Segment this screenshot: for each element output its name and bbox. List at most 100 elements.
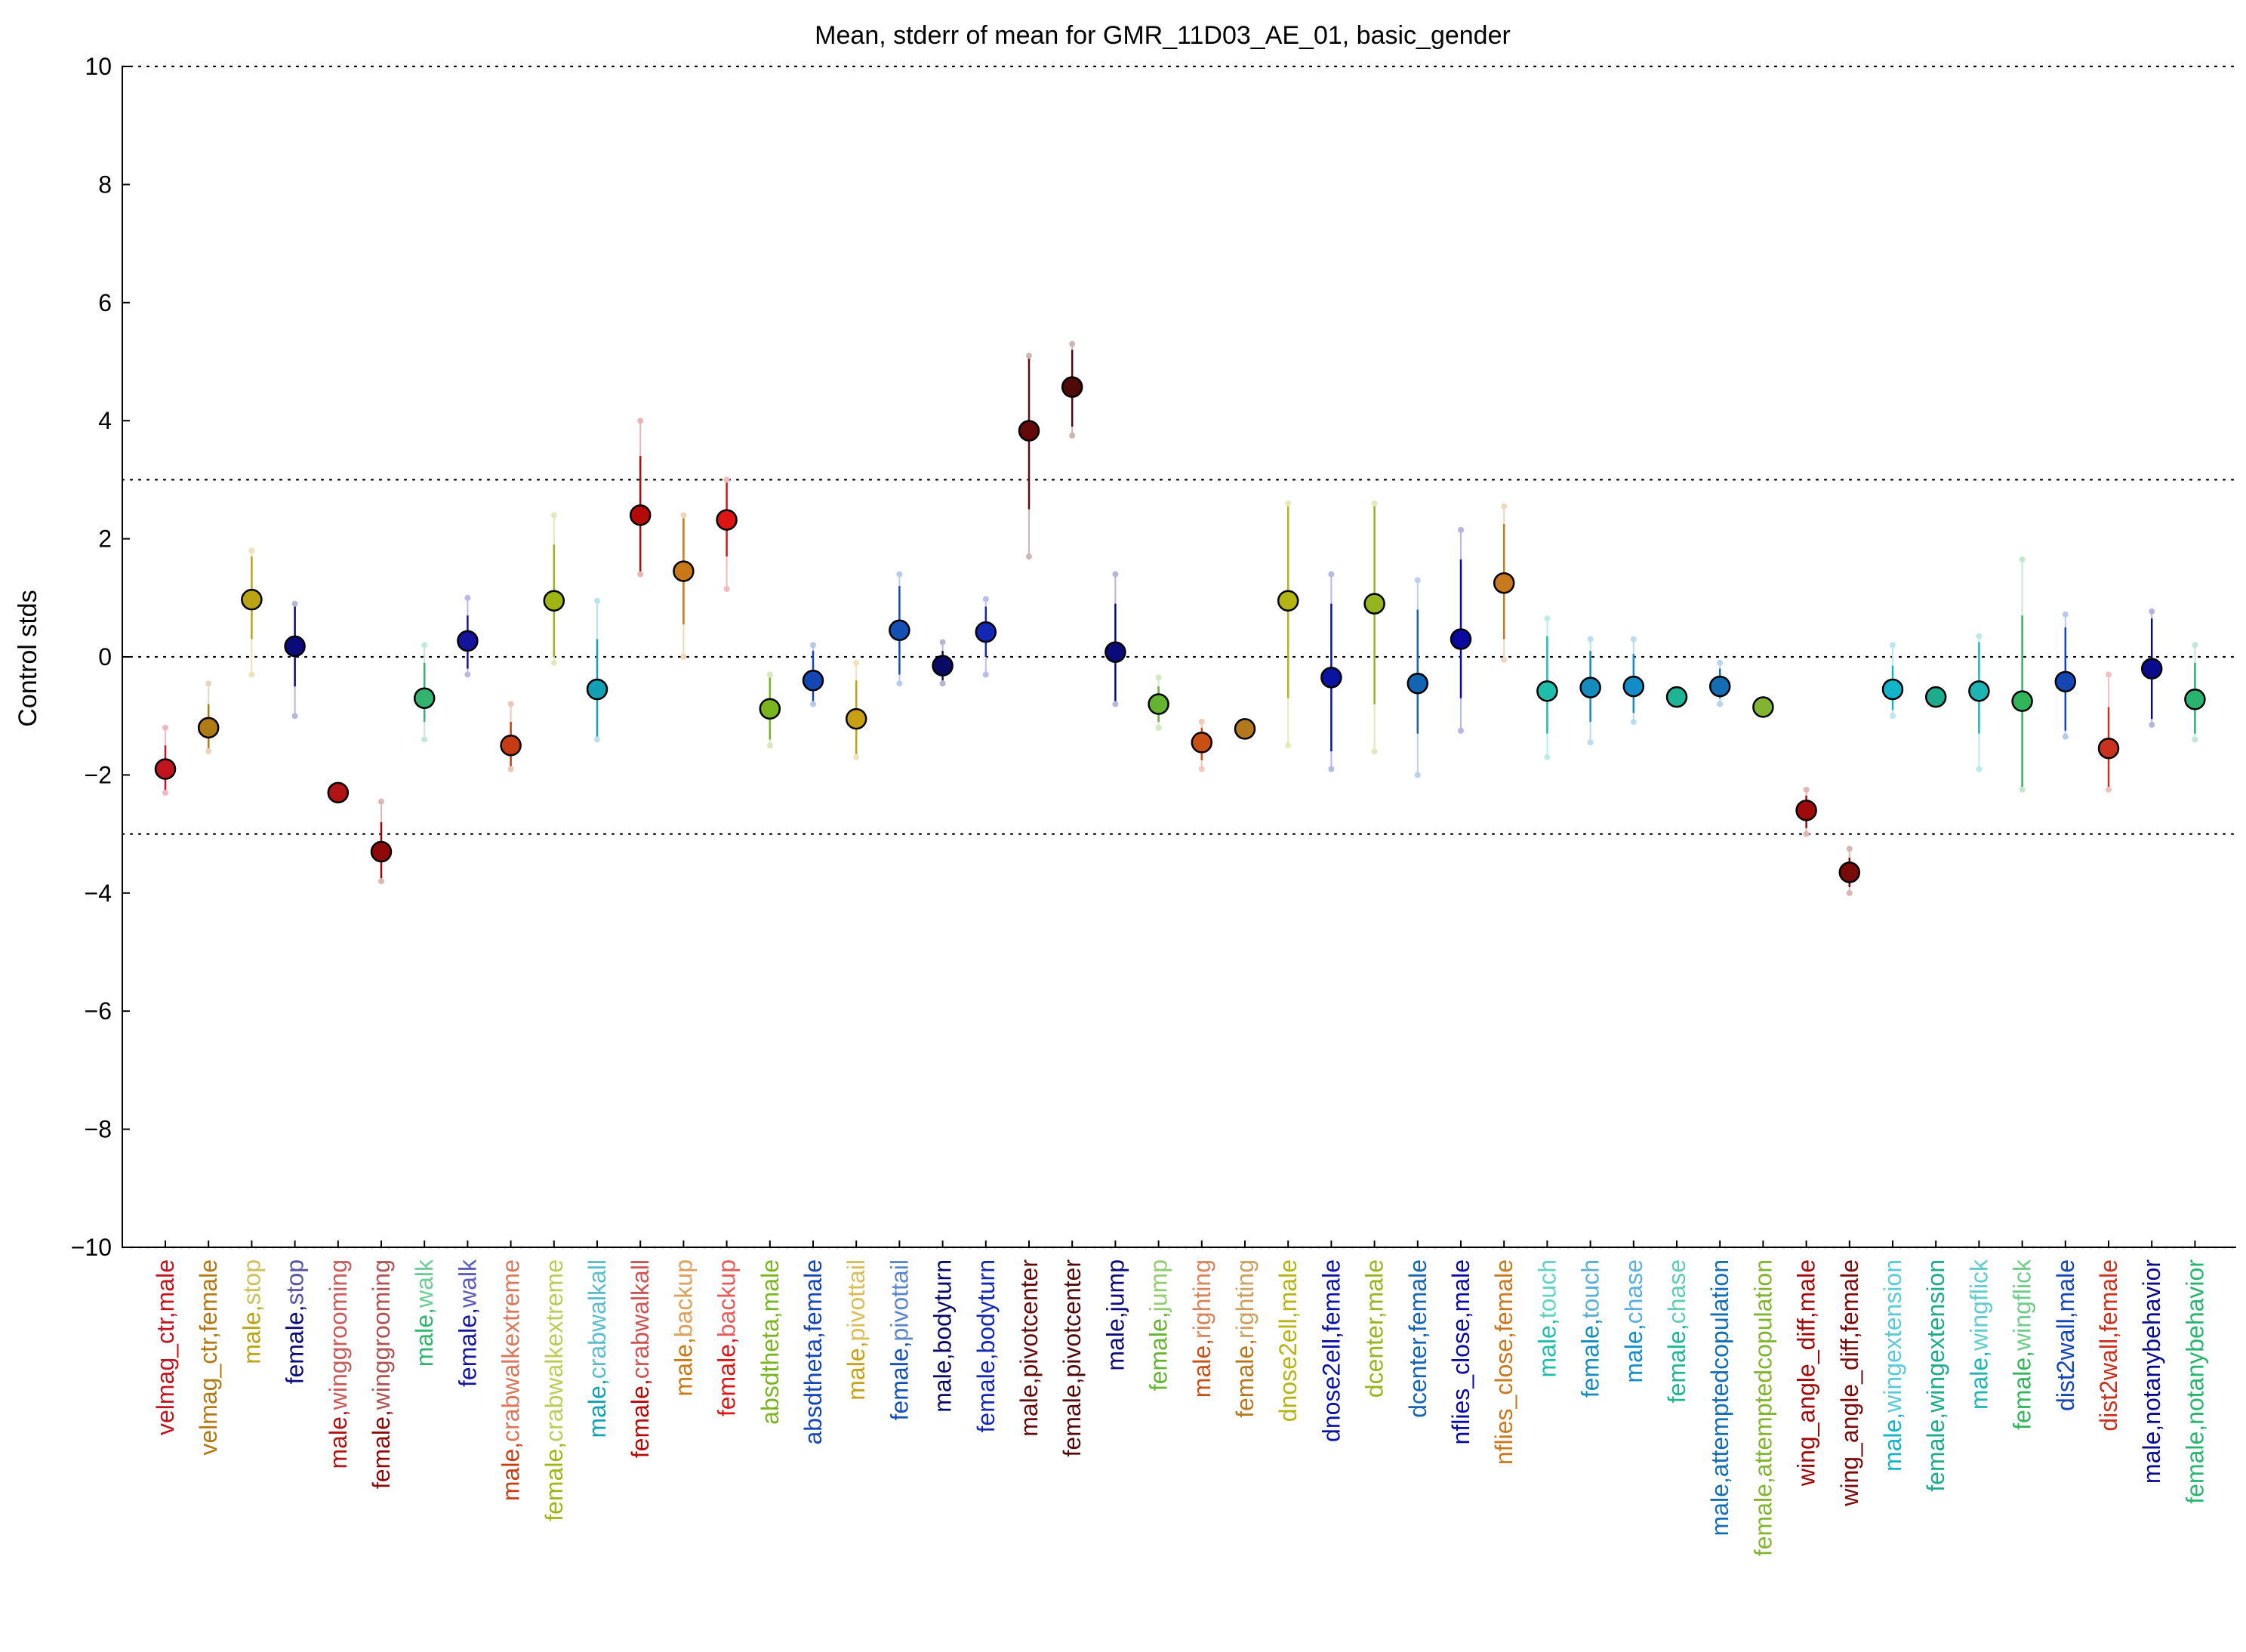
range-point-high [1587,636,1594,643]
x-tick-label: male,jump [1101,1259,1129,1371]
mean-marker [413,687,436,709]
range-point-high [1026,353,1032,359]
range-point-high [1198,719,1205,726]
mean-marker [932,655,954,677]
mean-marker [1838,861,1861,883]
range-point-high [162,724,168,731]
mean-marker [1061,376,1083,398]
mean-marker [241,588,263,611]
x-tick-label: female,crabwalkextreme [541,1259,568,1521]
range-point-low [205,748,212,755]
x-tick-label: velmag_ctr,male [152,1259,179,1435]
range-point-low [939,680,946,687]
x-tick-label: dist2wall,male [2052,1259,2079,1411]
mean-marker [370,840,393,863]
range-point-low [1587,739,1594,746]
range-point-high [1371,500,1378,507]
mean-marker [2097,737,2120,760]
range-point-high [291,600,298,607]
x-tick-label: female,bodyturn [972,1259,1000,1432]
range-point-low [1544,754,1551,760]
x-tick-label: male,notanybehavior [2138,1259,2165,1484]
mean-marker [2054,670,2077,693]
range-point-low [248,671,255,678]
range-point-high [1328,571,1335,578]
mean-marker [1105,641,1126,663]
range-point-low [378,878,384,885]
y-tick-label: −6 [85,997,112,1025]
y-axis-label: Control stds [14,590,42,726]
range-point-low [896,680,903,687]
range-point-low [853,754,860,760]
x-tick-label: male,stop [238,1259,265,1364]
mean-marker [1018,420,1040,442]
range-point-low [594,736,600,743]
range-point-high [1501,503,1508,510]
mean-marker [1536,680,1558,702]
range-point-low [766,742,773,749]
mean-marker [1363,593,1385,615]
x-tick-label: female,chase [1663,1259,1690,1403]
x-tick-label: female,wingflick [2009,1259,2036,1430]
mean-marker [543,590,565,612]
mean-marker [2140,658,2163,680]
range-point-high [939,639,946,646]
range-point-low [1285,742,1292,749]
y-tick-label: 6 [98,289,112,316]
y-tick-label: 2 [98,525,112,553]
range-point-low [1112,701,1119,707]
range-point-low [1846,889,1853,896]
range-point-low [1976,766,1983,772]
range-point-low [2149,721,2155,728]
range-point-high [1846,846,1853,852]
mean-marker [1665,686,1688,708]
x-tick-label: absdtheta,female [800,1259,827,1445]
mean-marker [2011,690,2033,712]
mean-marker [197,717,220,739]
x-tick-label: dist2wall,female [2095,1259,2122,1432]
range-point-high [637,418,644,424]
range-point-high [205,680,212,687]
x-tick-label: nflies_close,male [1447,1259,1474,1444]
y-tick-label: −4 [85,880,112,907]
mean-marker [673,560,695,582]
range-point-high [2192,642,2198,649]
range-point-low [1198,766,1205,772]
range-point-high [1155,674,1162,681]
range-point-low [810,701,816,707]
x-tick-label: male,crabwalkall [584,1259,611,1438]
range-point-low [162,789,168,796]
y-tick-label: 0 [98,643,112,670]
mean-marker [500,735,522,757]
range-point-high [2149,608,2155,615]
range-point-high [1069,341,1076,347]
range-point-high [766,671,773,678]
y-tick-label: −2 [85,761,112,788]
y-tick-label: −10 [71,1234,112,1261]
plot-area: −10 −8 −6 −4 −2 0 2 4 6 8 10 velmag_ctr,male velmag_… [71,53,2238,1556]
mean-marker [802,670,824,692]
range-point-low [1069,432,1076,439]
x-tick-label: male,wingflick [1965,1259,1992,1410]
y-tick-label: 4 [98,407,112,434]
x-tick-label: female,righting [1231,1259,1259,1418]
mean-marker [1148,693,1169,715]
mean-marker [975,621,997,643]
range-point-high [1285,500,1292,507]
range-point-low [1458,727,1464,734]
range-point-high [1976,633,1983,640]
range-point-high [723,476,730,483]
range-point-high [853,659,860,666]
mean-marker [759,698,781,720]
range-point-low [723,586,730,593]
x-tick-label: female,attemptedcopulation [1749,1259,1776,1556]
x-tick-label: male,attemptedcopulation [1706,1259,1733,1536]
mean-marker [1191,732,1213,754]
range-point-high [464,594,471,601]
mean-marker [457,630,479,652]
x-tick-label: male,touch [1533,1259,1560,1378]
mean-marker [1493,572,1515,594]
mean-marker [2184,689,2206,710]
range-point-high [507,701,514,707]
